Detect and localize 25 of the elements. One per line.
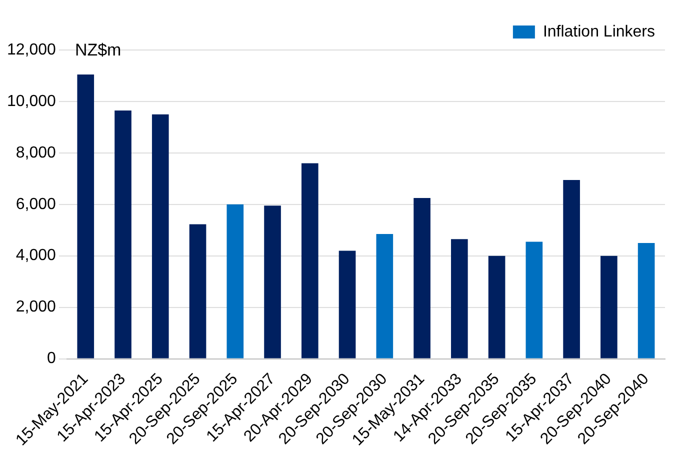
bar: [376, 234, 394, 358]
bar: [563, 180, 580, 358]
bar: [114, 110, 132, 358]
bar: [414, 198, 430, 358]
y-tick-label: 12,000: [7, 41, 56, 58]
bar: [451, 239, 468, 358]
y-axis-title: NZ$m: [74, 40, 122, 60]
bar: [301, 163, 318, 358]
bar: [264, 206, 281, 358]
bar: [338, 250, 356, 358]
y-tick-label: 4,000: [16, 247, 56, 264]
bar: [600, 256, 618, 358]
y-tick-label: 2,000: [16, 298, 56, 316]
legend-label: Inflation Linkers: [542, 23, 655, 40]
bar: [638, 242, 655, 358]
bar: [226, 204, 244, 358]
bar: [152, 114, 169, 358]
y-tick-label: 0: [47, 350, 56, 368]
y-tick-label: 10,000: [7, 92, 56, 110]
y-tick-label: 6,000: [16, 196, 56, 213]
bar: [488, 256, 506, 358]
bar: [526, 242, 543, 358]
bar: [189, 224, 206, 358]
y-tick-label: 8,000: [16, 144, 56, 162]
bar: [77, 74, 94, 358]
